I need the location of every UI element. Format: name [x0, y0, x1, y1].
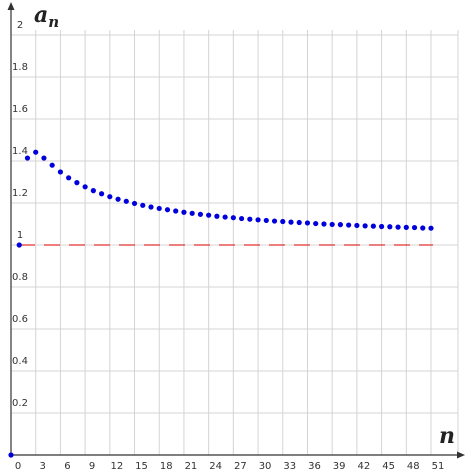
data-point — [247, 216, 253, 222]
x-tick-label: 18 — [160, 461, 173, 471]
data-point — [41, 155, 47, 161]
data-point — [156, 205, 162, 212]
x-tick-label: 30 — [259, 461, 272, 471]
data-point — [337, 222, 344, 228]
data-point — [123, 198, 129, 204]
data-point — [420, 225, 426, 231]
y-axis-label-base: a — [34, 2, 48, 28]
data-point — [387, 224, 393, 230]
x-tick-label: 9 — [89, 461, 95, 471]
y-tick-label: 2 — [17, 20, 23, 31]
data-point — [197, 211, 204, 217]
data-point — [189, 210, 195, 216]
data-point — [164, 207, 171, 213]
x-tick-label: 21 — [185, 461, 198, 471]
data-point — [280, 218, 286, 225]
data-point — [8, 452, 14, 458]
x-tick-label: 51 — [432, 461, 445, 471]
data-point — [428, 225, 434, 231]
y-axis-arrow — [7, 2, 15, 10]
data-point — [24, 155, 31, 161]
data-point — [370, 223, 376, 229]
data-point — [82, 184, 88, 190]
data-point — [222, 214, 228, 220]
data-point — [181, 209, 187, 215]
data-point — [230, 215, 236, 221]
data-point — [395, 224, 401, 230]
data-point — [411, 224, 418, 231]
data-point — [329, 221, 335, 228]
data-point — [131, 200, 138, 207]
y-axis-label: an — [34, 2, 59, 31]
x-tick-label: 33 — [283, 461, 296, 471]
data-point — [90, 188, 96, 194]
data-points — [8, 149, 434, 458]
data-point — [98, 191, 105, 197]
data-point — [403, 224, 409, 230]
x-tick-label: 27 — [234, 461, 247, 471]
data-point — [321, 221, 327, 227]
data-point — [304, 220, 311, 226]
data-point — [148, 204, 154, 210]
data-point — [115, 196, 121, 202]
data-point — [206, 212, 212, 218]
y-tick-label: 1.8 — [12, 62, 28, 73]
y-tick-label: 0.2 — [12, 398, 28, 409]
data-point — [107, 194, 113, 200]
data-point — [296, 219, 302, 226]
x-tick-label: 12 — [110, 461, 123, 471]
data-point — [288, 219, 294, 225]
data-point — [346, 222, 352, 228]
y-tick-label: 1 — [17, 230, 23, 241]
data-point — [173, 208, 179, 214]
x-tick-label: 48 — [407, 461, 420, 471]
data-point — [378, 223, 385, 230]
x-tick-label: 24 — [209, 461, 222, 471]
y-axis-label-sub: n — [48, 13, 59, 31]
data-point — [263, 217, 269, 224]
x-tick-label: 42 — [358, 461, 371, 471]
data-point — [140, 202, 146, 208]
data-point — [271, 218, 278, 224]
y-tick-label: 0.6 — [12, 314, 28, 325]
x-axis-arrow — [457, 451, 465, 459]
x-tick-label: 3 — [40, 461, 46, 471]
x-tick-labels: 0 3 6 9 12 15 18 21 24 27 30 33 36 39 42 45 48 51 — [15, 461, 445, 471]
data-point — [354, 222, 360, 229]
y-tick-label: 0.4 — [12, 356, 28, 367]
y-tick-label: 1.6 — [12, 104, 28, 115]
x-tick-label: 0 — [15, 461, 21, 471]
data-point — [74, 180, 80, 186]
x-tick-label: 6 — [64, 461, 70, 471]
y-tick-label: 1.2 — [12, 188, 28, 199]
axes — [7, 2, 465, 459]
data-point — [362, 223, 368, 229]
y-tick-labels: 0.2 0.4 0.6 0.8 1 1.2 1.4 1.6 1.8 2 — [12, 20, 28, 409]
y-tick-label: 0.8 — [12, 272, 28, 283]
x-tick-label: 39 — [333, 461, 346, 471]
x-tick-label: 36 — [308, 461, 321, 471]
data-point — [33, 149, 39, 155]
data-point — [16, 242, 22, 248]
y-tick-label: 1.4 — [12, 146, 28, 157]
data-point — [238, 215, 245, 222]
data-point — [57, 169, 64, 175]
data-point — [214, 213, 220, 219]
x-axis-label: n — [439, 423, 455, 449]
data-point — [49, 162, 55, 168]
x-tick-label: 45 — [382, 461, 395, 471]
data-point — [313, 220, 319, 227]
x-tick-label: 15 — [135, 461, 148, 471]
grid — [11, 30, 459, 455]
data-point — [66, 175, 72, 181]
data-point — [255, 217, 261, 223]
